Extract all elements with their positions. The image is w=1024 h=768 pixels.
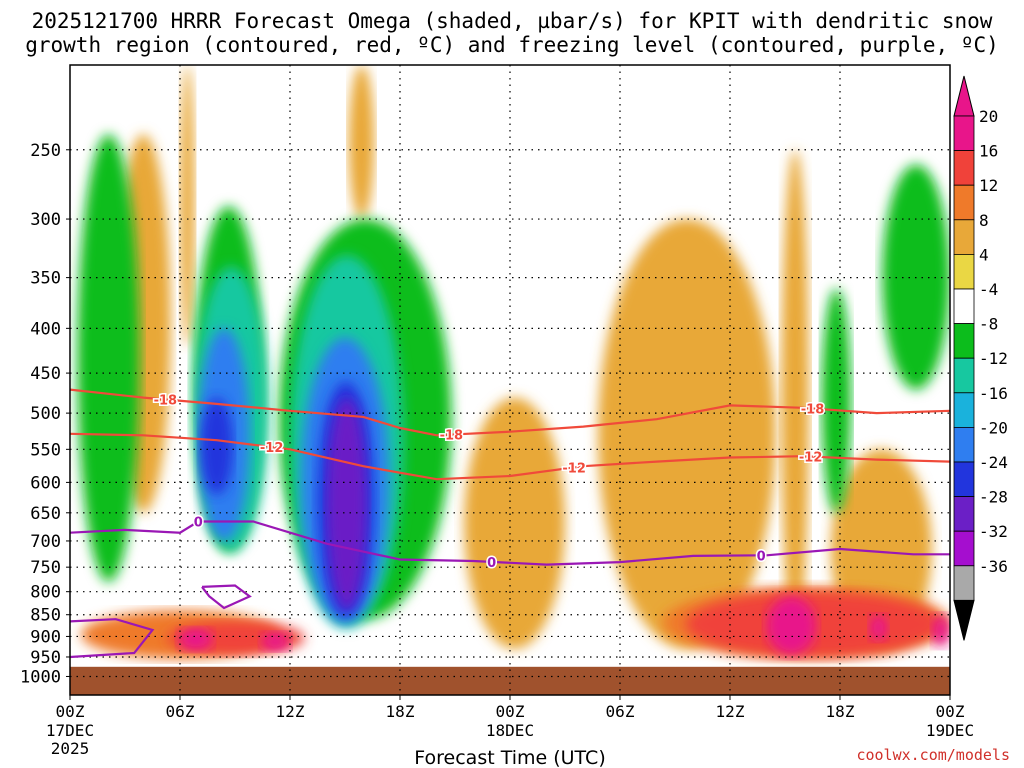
colorbar-label-7: -12 <box>979 349 1008 368</box>
omega-region-23 <box>869 614 888 641</box>
colorbar-swatch-2 <box>953 184 975 221</box>
omega-region-10 <box>821 288 851 513</box>
contour-line--18 <box>70 388 950 437</box>
contour-label--18-2: -18 <box>801 402 825 417</box>
x-tick-48: 00Z <box>936 702 965 721</box>
colorbar-swatch-6 <box>953 323 975 359</box>
y-tick-350: 350 <box>30 269 61 289</box>
freezing-level-loop-1 <box>70 618 155 659</box>
contour-label-0-1: 0 <box>487 556 496 571</box>
colorbar-label-9: -20 <box>979 418 1008 437</box>
omega-region-24 <box>931 614 950 647</box>
contour-line--12 <box>70 432 950 481</box>
x-tick-date-24: 18DEC <box>486 721 534 740</box>
y-tick-850: 850 <box>30 606 61 626</box>
colorbar-swatch-8 <box>953 392 975 428</box>
omega-region-20 <box>178 627 214 651</box>
colorbar-swatch-1 <box>953 150 975 186</box>
colorbar-swatch-0 <box>953 115 975 151</box>
colorbar-swatch-5 <box>953 288 975 324</box>
colorbar-swatch-4 <box>953 253 975 290</box>
x-tick-30: 06Z <box>606 702 635 721</box>
chart-title-line-2: growth region (contoured, red, ºC) and f… <box>25 33 999 57</box>
colorbar-label-2: 12 <box>979 176 998 195</box>
colorbar-label-11: -28 <box>979 488 1008 507</box>
y-tick-500: 500 <box>30 404 61 424</box>
colorbar-label-0: 20 <box>979 107 998 126</box>
contour-label--18-1: -18 <box>440 429 464 444</box>
omega-region-22 <box>766 596 817 655</box>
y-tick-250: 250 <box>30 141 61 161</box>
x-axis-label: Forecast Time (UTC) <box>414 747 605 768</box>
y-tick-800: 800 <box>30 583 61 603</box>
omega-region-5 <box>781 149 809 649</box>
colorbar-swatch-13 <box>953 565 975 601</box>
omega-region-1 <box>180 65 195 347</box>
colorbar-swatch-12 <box>953 530 975 567</box>
freezing-level-loop-0 <box>201 584 252 610</box>
colorbar-label-6: -8 <box>979 315 998 334</box>
colorbar-label-8: -16 <box>979 384 1008 403</box>
x-tick-date-48: 19DEC <box>926 721 974 740</box>
colorbar-swatch-9 <box>953 426 975 463</box>
x-tick-18: 18Z <box>386 702 415 721</box>
colorbar-label-10: -24 <box>979 453 1008 472</box>
x-tick-12: 12Z <box>276 702 305 721</box>
y-tick-700: 700 <box>30 532 61 552</box>
colorbar-top-arrow <box>953 75 975 117</box>
y-tick-1000: 1000 <box>20 668 61 688</box>
terrain-band <box>70 666 950 695</box>
omega-region-27 <box>326 397 367 611</box>
contour-label--12-2: -12 <box>799 451 823 466</box>
x-tick-42: 18Z <box>826 702 855 721</box>
contour-label--12-1: -12 <box>562 461 586 476</box>
y-tick-400: 400 <box>30 319 61 339</box>
omega-region-7 <box>77 134 140 583</box>
omega-region-3 <box>464 397 565 649</box>
omega-region-25 <box>200 397 234 495</box>
x-tick-year-0: 2025 <box>51 739 90 758</box>
y-tick-300: 300 <box>30 210 61 230</box>
colorbar-label-4: 4 <box>979 245 989 264</box>
colorbar-swatch-7 <box>953 357 975 394</box>
colorbar-bottom-arrow <box>953 599 975 641</box>
chart-title-line-1: 2025121700 HRRR Forecast Omega (shaded, … <box>31 9 993 33</box>
colorbar-label-5: -4 <box>979 280 998 299</box>
y-tick-450: 450 <box>30 364 61 384</box>
source-credit: coolwx.com/models <box>856 746 1010 764</box>
y-tick-650: 650 <box>30 504 61 524</box>
omega-region-2 <box>348 65 375 219</box>
colorbar-label-12: -32 <box>979 522 1008 541</box>
contour-label--12-0: -12 <box>260 441 284 456</box>
colorbar-swatch-10 <box>953 461 975 497</box>
contour-label--18-0: -18 <box>154 394 178 409</box>
y-tick-950: 950 <box>30 648 61 668</box>
y-tick-600: 600 <box>30 473 61 493</box>
x-tick-0: 00Z <box>56 702 85 721</box>
x-tick-6: 06Z <box>166 702 195 721</box>
omega-region-21 <box>260 632 290 651</box>
x-tick-36: 12Z <box>716 702 745 721</box>
x-tick-24: 00Z <box>496 702 525 721</box>
y-tick-900: 900 <box>30 627 61 647</box>
y-tick-750: 750 <box>30 558 61 578</box>
y-tick-550: 550 <box>30 440 61 460</box>
contour-label-0-0: 0 <box>194 515 203 530</box>
x-tick-date-0: 17DEC <box>46 721 94 740</box>
colorbar-swatch-11 <box>953 496 975 532</box>
colorbar-label-13: -36 <box>979 557 1008 576</box>
omega-region-4 <box>598 219 776 649</box>
contour-line-0 <box>70 520 950 566</box>
colorbar-label-1: 16 <box>979 142 998 161</box>
colorbar-label-3: 8 <box>979 211 989 230</box>
colorbar-swatch-3 <box>953 219 975 255</box>
contour-label-0-2: 0 <box>757 549 766 564</box>
